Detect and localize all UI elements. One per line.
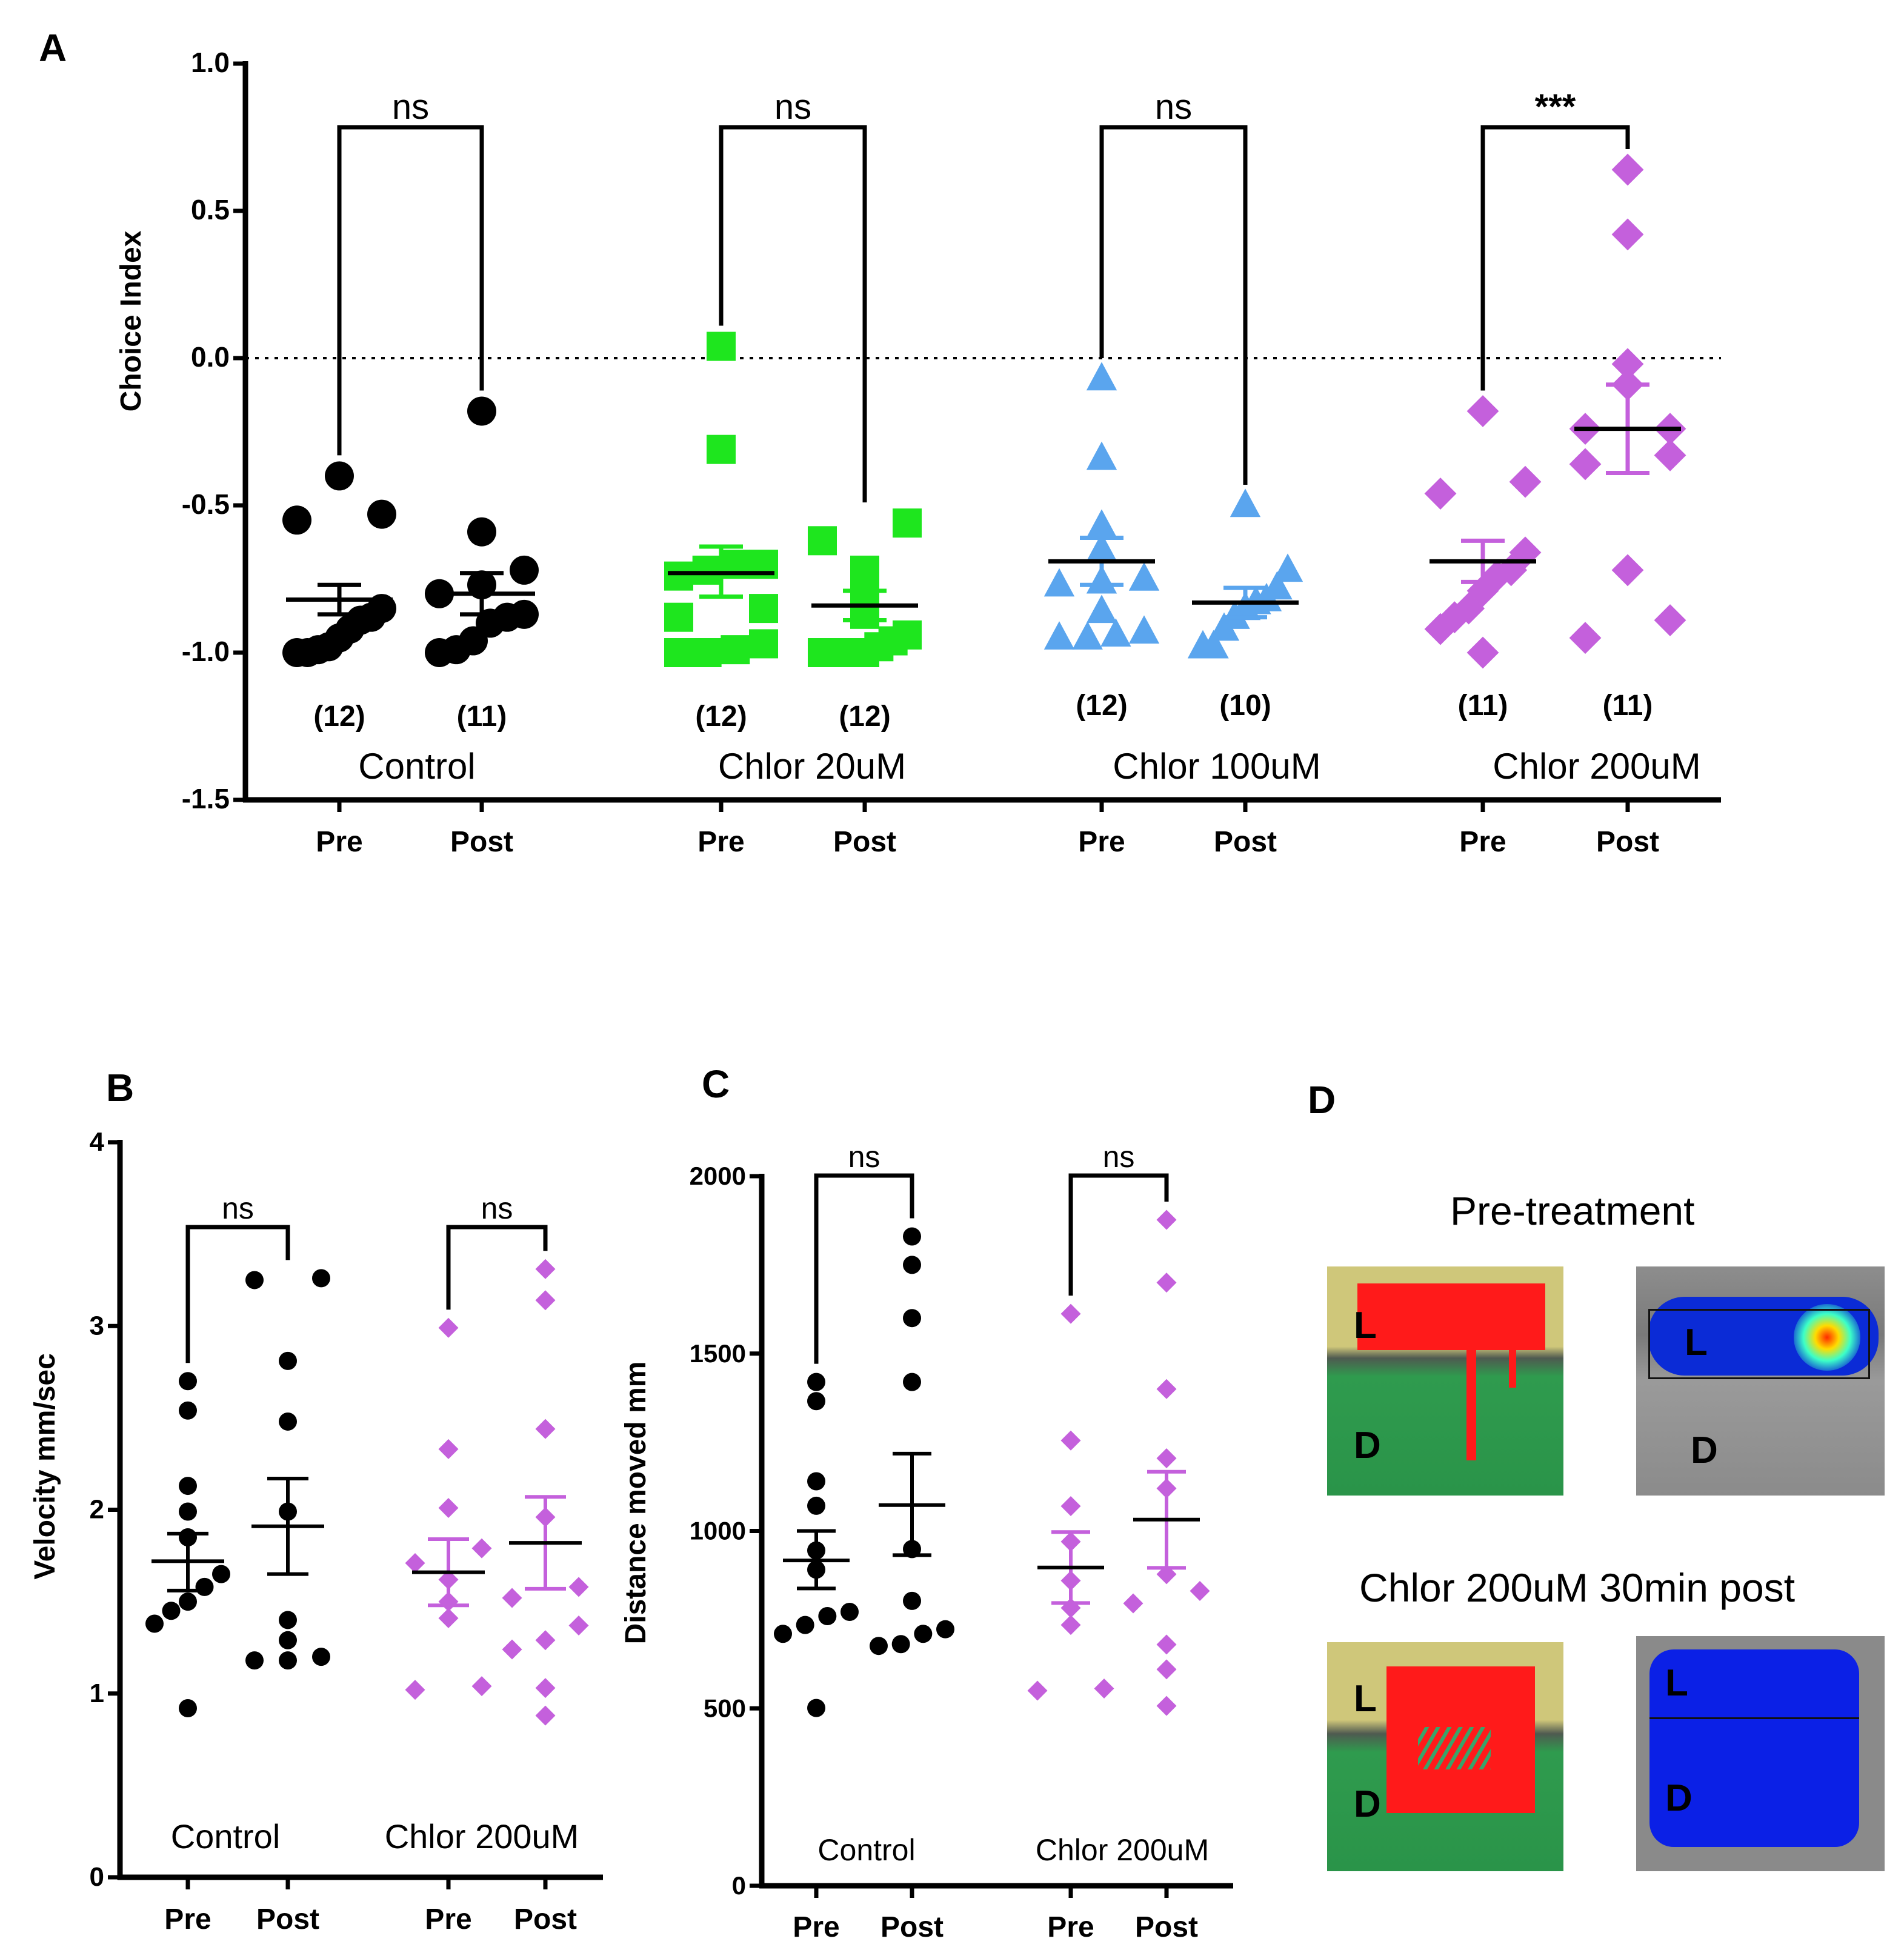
data-point-circle xyxy=(914,1625,932,1643)
data-point-diamond xyxy=(1157,1379,1177,1399)
x-tick-label: Pre xyxy=(1047,1911,1094,1943)
y-axis-label: Distance moved mm xyxy=(620,1362,652,1645)
data-point-circle xyxy=(936,1620,954,1639)
light-label: L xyxy=(1665,1662,1688,1705)
data-point-diamond xyxy=(1157,1273,1177,1293)
light-label: L xyxy=(1354,1677,1377,1720)
data-point-circle xyxy=(774,1625,792,1643)
data-point-diamond xyxy=(1123,1593,1143,1613)
data-point-diamond xyxy=(1157,1210,1177,1230)
data-point-diamond xyxy=(1157,1448,1177,1468)
dark-label: D xyxy=(1354,1424,1381,1467)
data-point-diamond xyxy=(1028,1680,1048,1700)
data-point-circle xyxy=(818,1607,836,1625)
y-tick-label: 0 xyxy=(732,1871,746,1900)
data-point-circle xyxy=(807,1373,825,1391)
data-point-diamond xyxy=(1061,1304,1081,1324)
data-point-circle xyxy=(807,1497,825,1515)
significance-label: ns xyxy=(848,1140,880,1174)
group-label: Control xyxy=(817,1833,915,1867)
dark-label: D xyxy=(1354,1783,1381,1826)
data-point-circle xyxy=(796,1616,814,1634)
y-tick-label: 1000 xyxy=(690,1517,746,1545)
x-tick-label: Pre xyxy=(793,1911,839,1943)
data-point-circle xyxy=(903,1309,921,1327)
light-label: L xyxy=(1354,1304,1377,1347)
data-point-circle xyxy=(903,1373,921,1391)
data-point-diamond xyxy=(1061,1431,1081,1451)
significance-label: ns xyxy=(1103,1140,1135,1174)
data-point-diamond xyxy=(1157,1634,1177,1654)
data-point-circle xyxy=(903,1256,921,1274)
data-point-circle xyxy=(892,1635,910,1653)
data-point-diamond xyxy=(1157,1659,1177,1679)
y-tick-label: 1500 xyxy=(690,1339,746,1368)
x-tick-label: Post xyxy=(1135,1911,1198,1943)
heatmap-image-pre: L D xyxy=(1636,1266,1885,1496)
track-image-pre: L D xyxy=(1327,1266,1563,1496)
data-point-diamond xyxy=(1094,1679,1114,1699)
data-point-circle xyxy=(840,1603,859,1621)
track-image-post: L D xyxy=(1327,1642,1563,1871)
heatmap-image-post: L D xyxy=(1636,1636,1885,1871)
data-point-circle xyxy=(903,1592,921,1610)
data-point-diamond xyxy=(1061,1496,1081,1516)
dark-label: D xyxy=(1665,1777,1693,1820)
panel-d-title-pre: Pre-treatment xyxy=(1450,1188,1694,1234)
data-point-circle xyxy=(870,1637,888,1655)
y-tick-label: 500 xyxy=(704,1694,746,1722)
panel-d-title-post: Chlor 200uM 30min post xyxy=(1359,1565,1795,1611)
data-point-diamond xyxy=(1157,1696,1177,1716)
light-label: L xyxy=(1685,1321,1708,1364)
x-tick-label: Post xyxy=(880,1911,944,1943)
data-point-diamond xyxy=(1190,1581,1210,1601)
data-point-circle xyxy=(807,1472,825,1491)
data-point-circle xyxy=(807,1392,825,1410)
significance-bracket xyxy=(1071,1176,1167,1296)
data-point-diamond xyxy=(1061,1615,1081,1635)
chart-c: 2000 1500 1000 500 0 Distance moved mm Control… xyxy=(0,0,1904,1950)
group-label: Chlor 200uM xyxy=(1036,1833,1209,1867)
dark-label: D xyxy=(1691,1429,1718,1472)
data-point-circle xyxy=(807,1699,825,1717)
y-tick-label: 2000 xyxy=(690,1162,746,1190)
data-point-circle xyxy=(903,1228,921,1246)
significance-bracket xyxy=(816,1176,912,1364)
